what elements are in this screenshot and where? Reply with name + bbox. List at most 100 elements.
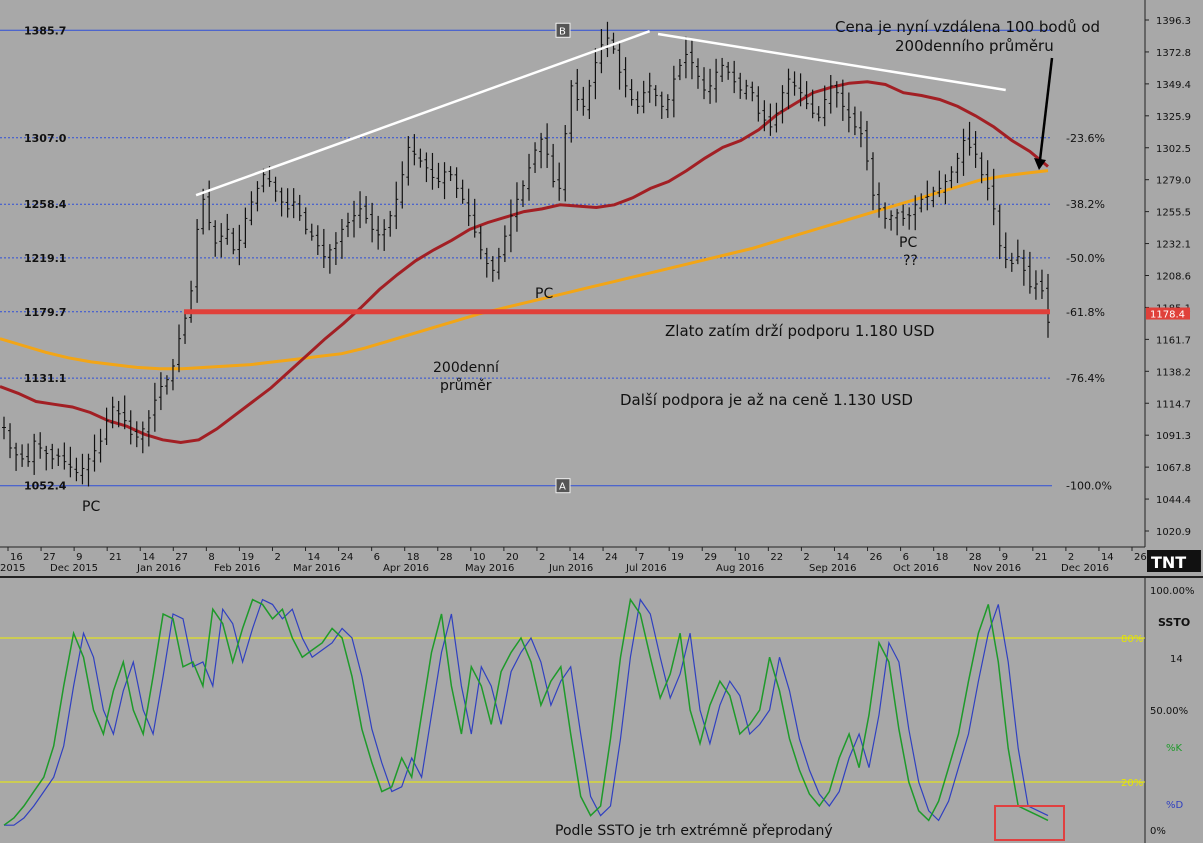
ma-200-line (0, 169, 1049, 371)
stoch-d-label: %D (1166, 800, 1184, 811)
x-tick-label: 21 (109, 552, 122, 563)
x-month-label: Sep 2016 (809, 563, 856, 574)
x-tick-label: 14 (572, 552, 585, 563)
x-month-label: Nov 2016 (973, 563, 1021, 574)
x-tick-label: 21 (1035, 552, 1048, 563)
x-month-label: May 2016 (465, 563, 514, 574)
y-tick-label: 1396.3 (1156, 16, 1191, 27)
trendline (195, 30, 651, 197)
ma-50-line (0, 80, 1049, 445)
x-tick-label: 6 (903, 552, 909, 563)
y-tick-label: 1232.1 (1156, 240, 1191, 251)
x-tick-label: 14 (142, 552, 155, 563)
y-tick-label: 1044.4 (1156, 495, 1191, 506)
x-tick-label: 27 (43, 552, 56, 563)
x-month-label: Jun 2016 (548, 563, 593, 574)
fib-label-left: 1131.1 (24, 372, 66, 385)
tnt-logo-bg (1147, 550, 1201, 572)
x-month-label: Oct 2016 (893, 563, 939, 574)
x-month-label: Dec 2016 (1061, 563, 1109, 574)
x-tick-label: 9 (1002, 552, 1008, 563)
chart-annotation: ?? (903, 253, 918, 269)
chart-annotation: Další podpora je až na ceně 1.130 USD (620, 391, 913, 409)
fib-label-right: -61.8% (1066, 306, 1105, 319)
stoch-name: SSTO (1158, 616, 1190, 629)
x-tick-label: 2 (803, 552, 809, 563)
stoch-k-line (3, 597, 1049, 826)
y-tick-label: 1067.8 (1156, 463, 1191, 474)
fib-marker-letter: B (559, 26, 566, 37)
x-tick-label: 28 (969, 552, 982, 563)
x-tick-label: 27 (175, 552, 188, 563)
x-tick-label: 14 (1101, 552, 1114, 563)
chart-annotation: 200denní (433, 360, 500, 376)
stoch-tick-label: 20% (1121, 778, 1143, 789)
y-tick-label: 1138.2 (1156, 367, 1191, 378)
fib-label-right: -50.0% (1066, 252, 1105, 265)
stoch-k-label: %K (1166, 743, 1183, 754)
y-tick-label: 1208.6 (1156, 272, 1191, 283)
x-month-label: Dec 2015 (50, 563, 98, 574)
y-tick-label: 1279.0 (1156, 176, 1191, 187)
x-month-label: 2015 (0, 563, 25, 574)
x-tick-label: 9 (76, 552, 82, 563)
tnt-logo: TNT (1151, 553, 1186, 572)
stoch-tick-label: 100.00% (1150, 586, 1195, 597)
chart-annotation: PC (535, 286, 553, 302)
last-price-badge (1146, 307, 1190, 320)
x-tick-label: 14 (836, 552, 849, 563)
x-tick-label: 8 (208, 552, 214, 563)
y-tick-label: 1372.8 (1156, 48, 1191, 59)
oversold-highlight-box (994, 805, 1065, 841)
y-tick-label: 1020.9 (1156, 527, 1191, 538)
fib-label-right: -23.6% (1066, 132, 1105, 145)
chart-annotation: Zlato zatím drží podporu 1.180 USD (665, 322, 935, 340)
x-tick-label: 26 (1134, 552, 1147, 563)
chart-annotation: Cena je nyní vzdálena 100 bodů od (835, 18, 1100, 36)
x-tick-label: 24 (341, 552, 354, 563)
stoch-tick-label: 80% (1121, 634, 1143, 645)
x-month-label: Jul 2016 (625, 563, 667, 574)
x-month-label: Aug 2016 (716, 563, 764, 574)
fib-label-left: 1258.4 (24, 198, 67, 211)
chart-annotation: 200denního průměru (895, 37, 1054, 55)
date-axis-strip (0, 547, 1203, 575)
fib-label-left: 1307.0 (24, 132, 67, 145)
stoch-tick-label: 0% (1150, 826, 1166, 837)
stoch-tick-label: 50.00% (1150, 706, 1188, 717)
y-tick-label: 1325.9 (1156, 112, 1191, 123)
x-tick-label: 7 (638, 552, 644, 563)
right-axis-strip (1145, 0, 1203, 843)
x-tick-label: 10 (737, 552, 750, 563)
last-price-label: 1178.4 (1150, 310, 1185, 321)
x-tick-label: 16 (10, 552, 23, 563)
y-tick-label: 1161.7 (1156, 335, 1191, 346)
x-tick-label: 18 (407, 552, 420, 563)
x-tick-label: 19 (241, 552, 254, 563)
y-tick-label: 1302.5 (1156, 144, 1191, 155)
y-tick-label: 1114.7 (1156, 399, 1191, 410)
stoch-d-line (4, 598, 1049, 826)
x-tick-label: 28 (440, 552, 453, 563)
fib-label-right: -38.2% (1066, 198, 1105, 211)
y-tick-label: 1255.5 (1156, 208, 1191, 219)
stoch-annotation: Podle SSTO je trh extrémně přeprodaný (555, 823, 833, 839)
stoch-params: 14 (1170, 654, 1183, 665)
fib-marker-box (555, 22, 571, 38)
chart-annotation: průměr (440, 378, 492, 394)
x-tick-label: 19 (671, 552, 684, 563)
stochastic-panel: 100.00% 80% 50.00% 20% 0% SSTO 14 %K %D Podle SST… (0, 586, 1195, 841)
fib-label-left: 1385.7 (24, 24, 66, 37)
x-tick-label: 26 (870, 552, 883, 563)
x-month-label: Mar 2016 (293, 563, 341, 574)
trendline (657, 32, 1006, 92)
fib-marker-box (555, 478, 571, 494)
annotations: 1385.7 1307.0 -23.6% 1258.4 -38.2% 1219.1 -50.… (24, 18, 1112, 515)
fib-label-left: 1052.4 (24, 480, 67, 493)
x-tick-label: 2 (274, 552, 280, 563)
y-tick-label: 1091.3 (1156, 431, 1191, 442)
price-panel: BA (0, 21, 1054, 494)
